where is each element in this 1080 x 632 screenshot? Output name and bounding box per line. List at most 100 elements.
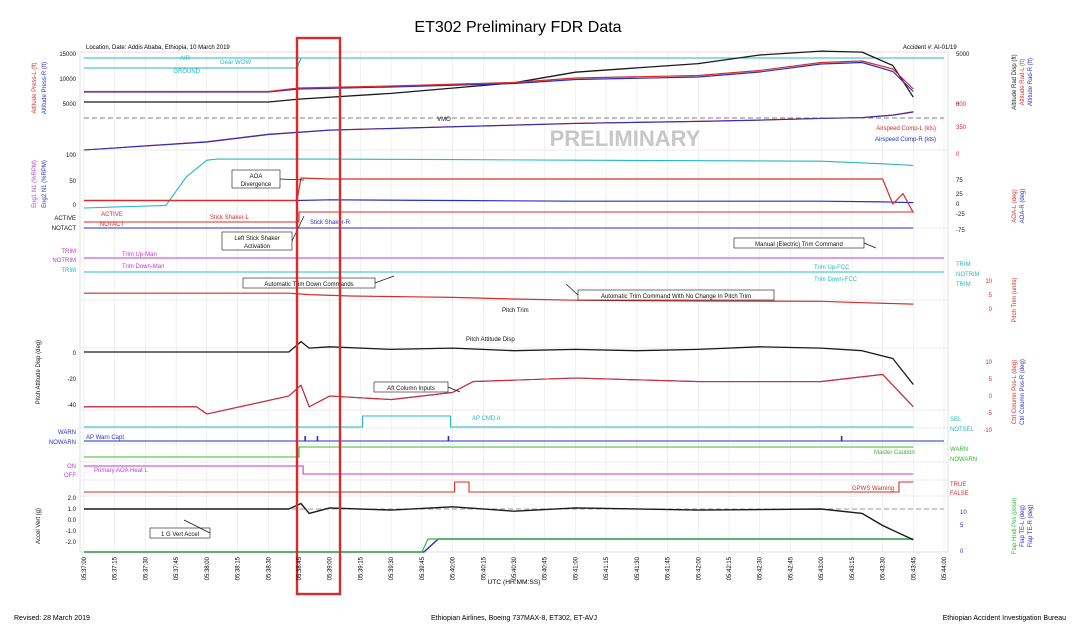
right-axis-label-altitude: Altitude Rad-R (ft): [1028, 58, 1034, 106]
x-tick-label: 05:37:45: [174, 556, 180, 580]
y-tick-altitude: 5000: [63, 102, 77, 108]
left-axis-label-altitude: Altitude Press-R (ft): [42, 62, 48, 114]
label-layer: AIR GROUND Gear WOW VMO Airspeed Comp-L (kts…: [32, 52, 1034, 555]
warn-label: WARN: [58, 430, 76, 436]
x-tick-label: 05:42:30: [758, 556, 764, 580]
right-axis-label-aoa: AOA-L (deg): [1012, 189, 1018, 222]
ground-label: GROUND: [173, 69, 200, 75]
nowarn-label-right: NOWARN: [950, 457, 977, 463]
y-tick-ctrl-column: -5: [987, 411, 993, 417]
active-label-l: ACTIVE: [101, 212, 123, 218]
master-caution-label: Master Caution: [874, 450, 915, 456]
x-tick-label: 05:40:15: [481, 556, 487, 580]
accel-vert-line: [84, 502, 914, 541]
x-tick-label: 05:39:30: [389, 556, 395, 580]
flap-te-l-line: [84, 538, 914, 553]
x-tick-label: 05:39:15: [358, 556, 364, 580]
series-layer: [83, 50, 944, 553]
y-tick-airspeed: 0: [956, 152, 960, 158]
svg-text:AOA: AOA: [250, 174, 263, 180]
ap-cmd-a-label: AP CMD A: [472, 416, 501, 422]
preliminary-watermark: PRELIMINARY: [550, 126, 701, 151]
chart-title: ET302 Preliminary FDR Data: [414, 19, 621, 36]
stick-shaker-l-label: Stick Shaker-L: [210, 215, 250, 221]
right-axis-label-ctrl-column: Ctrl Column Pos-L (deg): [1012, 360, 1018, 424]
x-tick-label: 05:38:15: [236, 556, 242, 580]
warn-label-right: WARN: [950, 447, 968, 453]
x-axis-label: UTC (HH:MM:SS): [488, 579, 541, 586]
svg-text:Manual (Electric) Trim Command: Manual (Electric) Trim Command: [755, 242, 843, 248]
trim-up-fcc-label: Trim Up-FCC: [814, 265, 850, 271]
airspeed-comp-r-label: Airspeed Comp-R (kts): [875, 137, 936, 143]
accident-number: Accident #: AI-01/19: [903, 45, 957, 51]
annotation-auto-trim-down: Automatic Trim Down Commands: [242, 275, 395, 289]
right-axis-label-flap: Flap TE-L (deg): [1020, 505, 1026, 547]
x-tick-label: 05:41:00: [573, 556, 579, 580]
right-axis-label-altitude: Altitude Rad Disp (ft): [1012, 54, 1018, 109]
y-tick-altitude: 15000: [59, 52, 76, 58]
annotation-pitch-trim: Pitch Trim: [502, 308, 529, 314]
y-tick-flap: 5: [960, 523, 964, 529]
right-axis-label-altitude: Altitude Rad-L (ft): [1020, 59, 1026, 106]
notrim-label: NOTRIM: [52, 258, 76, 264]
active-label: ACTIVE: [54, 216, 76, 222]
svg-text:Automatic Trim Command With No: Automatic Trim Command With No Change In…: [601, 294, 751, 300]
trim-up-man-label: Trim Up-Man: [122, 252, 157, 258]
x-tick-label: 05:43:15: [850, 556, 856, 580]
svg-text:Activation: Activation: [244, 244, 270, 250]
ctrl-column-l-line: [84, 373, 914, 415]
right-axis-label-aoa: AOA-R (deg): [1020, 189, 1026, 224]
y-tick-ctrl-column: 10: [985, 360, 992, 366]
y-tick-altitude: 10000: [59, 77, 76, 83]
trim-label-right: TRIM: [956, 262, 971, 268]
gear-wow-label: Gear WOW: [220, 60, 251, 66]
footer-aircraft: Ethiopian Airlines, Boeing 737MAX-8, ET3…: [431, 615, 597, 622]
x-tick-label: 05:39:45: [420, 556, 426, 580]
air-label: AIR: [180, 56, 191, 62]
notact-label: NOTACT: [52, 226, 77, 232]
false-label: FALSE: [950, 491, 969, 497]
y-tick-pitch-trim: 10: [985, 279, 992, 285]
x-tick-label: 05:42:15: [727, 556, 733, 580]
x-tick-label: 05:38:00: [205, 556, 211, 580]
pitch-attitude-line: [84, 340, 914, 385]
svg-text:Aft Column Inputs: Aft Column Inputs: [387, 386, 435, 392]
on-label: ON: [67, 464, 76, 470]
y-tick-accel: 0.0: [68, 518, 77, 524]
x-axis-ticks: 05:37:00 05:37:15 05:37:30 05:37:45 05:38:00…: [82, 556, 948, 580]
y-tick-accel: 1.0: [68, 507, 77, 513]
y-tick-pitch: -40: [67, 403, 76, 409]
airspeed-comp-l-label: Airspeed Comp-L (kts): [876, 126, 936, 132]
left-axis-label-altitude: Altitude Press-L (ft): [32, 62, 38, 113]
gear-wow-line: [84, 57, 914, 69]
primary-aoa-heat-line: [84, 465, 914, 475]
x-tick-label: 05:40:30: [512, 556, 518, 580]
gpws-warning-label: GPWS Warning: [852, 486, 894, 492]
stick-shaker-r-label: Stick Shaker-R: [310, 220, 351, 226]
y-tick-pitch: 0: [73, 351, 77, 357]
x-tick-label: 05:40:45: [543, 556, 549, 580]
primary-aoa-heat-label: Primary AOA Heat L: [94, 468, 148, 474]
svg-text:Left Stick Shaker: Left Stick Shaker: [234, 236, 279, 242]
y-tick-airspeed: 350: [956, 125, 967, 131]
nowarn-label: NOWARN: [49, 440, 76, 446]
trim-label-right-2: TRIM: [956, 282, 971, 288]
x-tick-label: 05:39:00: [328, 556, 334, 580]
aoa-l-line: [84, 177, 914, 213]
vertical-gridlines: [83, 52, 945, 552]
y-tick-pitch-trim: 5: [989, 293, 993, 299]
altitude-press-l-line: [84, 60, 914, 93]
left-axis-label-accel: Accel Vert (g): [36, 508, 42, 544]
y-tick-accel: 2.0: [68, 496, 77, 502]
x-tick-label: 05:40:00: [451, 556, 457, 580]
y-tick-ctrl-column: 0: [989, 394, 993, 400]
annotation-aoa-divergence: AOA Divergence: [231, 169, 305, 189]
eng-n1-line: [83, 158, 914, 209]
svg-text:Divergence: Divergence: [241, 182, 272, 188]
x-tick-label: 05:44:00: [942, 556, 948, 580]
y-tick-n1: 50: [69, 179, 76, 185]
x-tick-label: 05:41:45: [666, 556, 672, 580]
gpws-warning-line: [84, 481, 914, 493]
y-tick-accel: -2.0: [66, 540, 77, 546]
